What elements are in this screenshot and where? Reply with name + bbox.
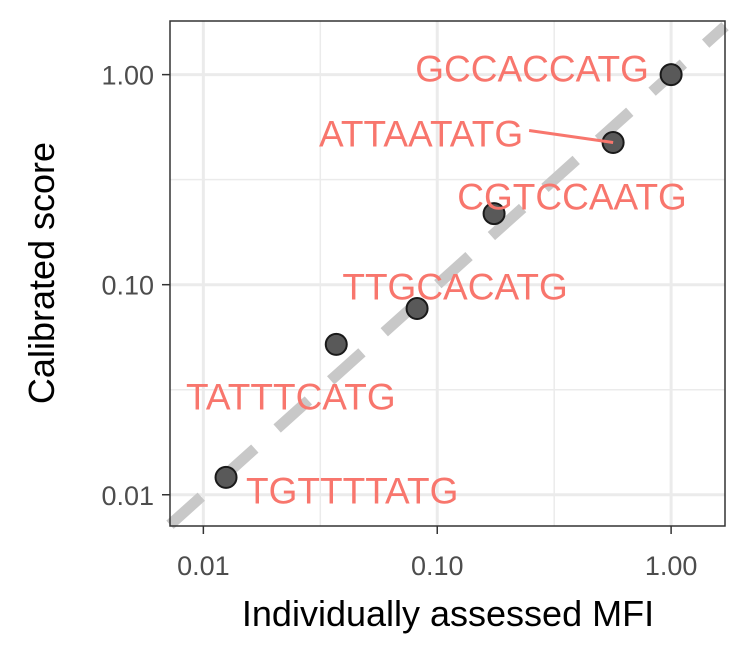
point-label-attaatatg: ATTAATATG <box>319 114 523 155</box>
data-point-tatttcatg <box>324 332 348 356</box>
point-label-gccaccatg: GCCACCATG <box>415 49 649 90</box>
x-tick-label: 0.01 <box>177 551 230 581</box>
grid-lines <box>170 21 725 526</box>
x-tick-label: 1.00 <box>645 551 698 581</box>
y-tick-label: 0.01 <box>101 481 154 511</box>
data-point-tgttttatg <box>214 465 238 489</box>
y-tick-label: 1.00 <box>101 61 154 91</box>
reference-line-group <box>166 22 729 529</box>
data-point-gccaccatg <box>659 63 683 87</box>
x-tick-label: 0.10 <box>411 551 464 581</box>
reference-line <box>166 22 729 529</box>
y-axis-title: Calibrated score <box>21 142 62 404</box>
y-tick-label: 0.10 <box>101 271 154 301</box>
point-label-ttgcacatg: TTGCACATG <box>342 267 567 308</box>
plot-panel-border <box>169 20 726 527</box>
data-point-cgtccaatg <box>482 202 506 226</box>
point-label-tgttttatg: TGTTTTATG <box>246 470 458 511</box>
point-label-tatttcatg: TATTTCATG <box>186 376 396 417</box>
label-leader-attaatatg <box>528 129 614 145</box>
data-points <box>214 63 683 489</box>
y-axis: 0.01 0.10 1.00 <box>101 61 170 511</box>
point-labels: TGTTTTATG TATTTCATG TTGCACATG CGTCCAATG ATTA… <box>186 49 687 512</box>
x-axis: 0.01 0.10 1.00 <box>177 526 697 581</box>
point-label-cgtccaatg: CGTCCAATG <box>457 177 687 218</box>
x-axis-title: Individually assessed MFI <box>242 593 654 634</box>
data-point-ttgcacatg <box>405 297 429 321</box>
